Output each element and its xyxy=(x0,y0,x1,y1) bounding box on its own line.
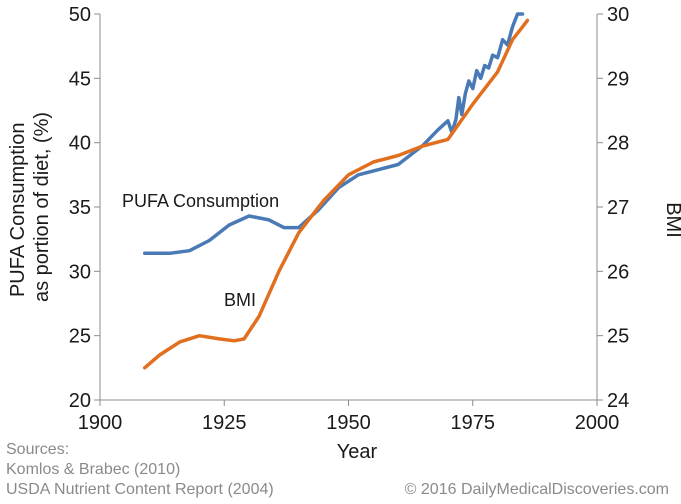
left-tick-label: 45 xyxy=(69,68,91,90)
right-tick-label: 30 xyxy=(607,4,629,26)
x-tick-label: 1950 xyxy=(326,412,371,434)
left-tick-label: 25 xyxy=(69,326,91,348)
bmi-line xyxy=(142,18,530,370)
ticks: 20 25 30 35 40 45 50 24 25 26 27 28 29 30 1900 1925 1950… xyxy=(69,4,630,434)
right-tick-label: 26 xyxy=(607,261,629,283)
source-usda: USDA Nutrient Content Report (2004) xyxy=(6,481,274,498)
pufa-consumption-line xyxy=(142,12,525,256)
left-axis-title-line-2: as portion of diet, (%) xyxy=(31,112,53,302)
source-komlos: Komlos & Brabec (2010) xyxy=(6,461,181,478)
bmi-series-label: BMI xyxy=(224,290,256,310)
copyright-credit: © 2016 DailyMedicalDiscoveries.com xyxy=(404,481,669,498)
right-axis-title: BMI xyxy=(662,202,681,238)
right-tick-label: 28 xyxy=(607,133,629,155)
right-tick-label: 27 xyxy=(607,197,629,219)
left-tick-label: 50 xyxy=(69,4,91,26)
left-tick-label: 30 xyxy=(69,261,91,283)
x-tick-label: 1900 xyxy=(78,412,123,434)
left-tick-label: 20 xyxy=(69,390,91,412)
left-axis-title-line-1: PUFA Consumption xyxy=(7,123,29,298)
right-tick-label: 29 xyxy=(607,68,629,90)
series-lines xyxy=(142,12,530,370)
left-tick-label: 40 xyxy=(69,133,91,155)
right-tick-label: 24 xyxy=(607,390,629,412)
sources-label: Sources: xyxy=(6,441,70,458)
right-tick-label: 25 xyxy=(607,326,629,348)
x-tick-label: 1975 xyxy=(451,412,496,434)
left-axis-title: PUFA Consumption as portion of diet, (%) xyxy=(7,112,53,302)
left-tick-label: 35 xyxy=(69,197,91,219)
sources-block: Sources: Komlos & Brabec (2010) USDA Nut… xyxy=(6,440,274,500)
pufa-series-label: PUFA Consumption xyxy=(122,191,279,211)
x-tick-label: 1925 xyxy=(202,412,247,434)
x-axis-title: Year xyxy=(337,441,378,463)
x-tick-label: 2000 xyxy=(575,412,620,434)
